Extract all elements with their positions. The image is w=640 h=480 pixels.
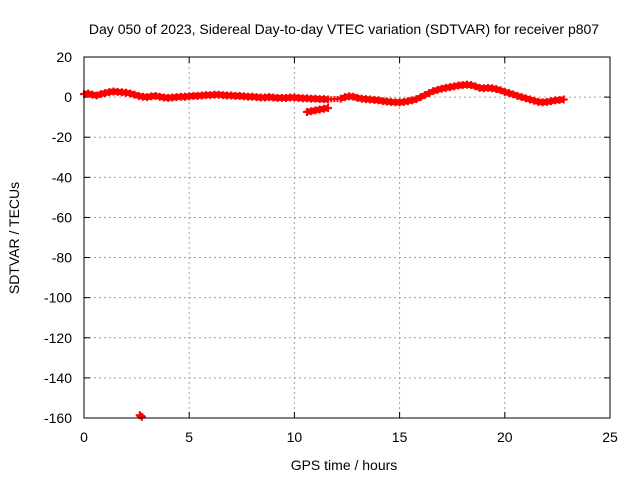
data-point-fill <box>558 96 567 103</box>
y-tick-label: -20 <box>52 129 72 145</box>
y-tick-label: -80 <box>52 250 72 266</box>
x-tick-label: 25 <box>602 429 618 445</box>
x-tick-label: 15 <box>392 429 408 445</box>
y-tick-label: -100 <box>44 290 72 306</box>
plot-frame <box>83 56 611 419</box>
x-tick-label: 10 <box>287 429 303 445</box>
grid-layer <box>84 57 610 418</box>
y-tick-label: -40 <box>52 169 72 185</box>
data-point-fill <box>323 105 332 112</box>
y-tick-label: -60 <box>52 209 72 225</box>
y-axis-label: SDTVAR / TECUs <box>6 182 22 294</box>
y-tick-label: 0 <box>64 89 72 105</box>
y-tick-label: -140 <box>44 370 72 386</box>
y-tick-label: -160 <box>44 410 72 426</box>
y-tick-label: -120 <box>44 330 72 346</box>
x-tick-label: 20 <box>497 429 513 445</box>
x-tick-label: 0 <box>80 429 88 445</box>
label-layer: 20 0 -20 -40 -60 -80 -100 -120 -140 -160 0 5 10 15 20 2… <box>44 49 618 445</box>
y-tick-label: 20 <box>56 49 72 65</box>
data-layer <box>80 80 568 421</box>
x-tick-label: 5 <box>185 429 193 445</box>
chart-title: Day 050 of 2023, Sidereal Day-to-day VTE… <box>89 21 599 37</box>
x-axis-label: GPS time / hours <box>291 457 398 473</box>
